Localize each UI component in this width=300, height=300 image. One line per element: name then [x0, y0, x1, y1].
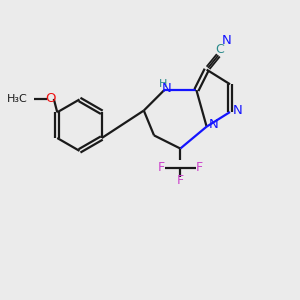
Text: H: H — [159, 79, 167, 89]
Text: H₃C: H₃C — [7, 94, 28, 104]
Text: F: F — [196, 161, 203, 174]
Text: F: F — [158, 161, 165, 174]
Text: F: F — [177, 174, 184, 187]
Text: O: O — [45, 92, 56, 105]
Text: N: N — [221, 34, 231, 47]
Text: N: N — [233, 104, 242, 117]
Text: C: C — [215, 43, 224, 56]
Text: N: N — [209, 118, 219, 131]
Text: N: N — [162, 82, 172, 95]
